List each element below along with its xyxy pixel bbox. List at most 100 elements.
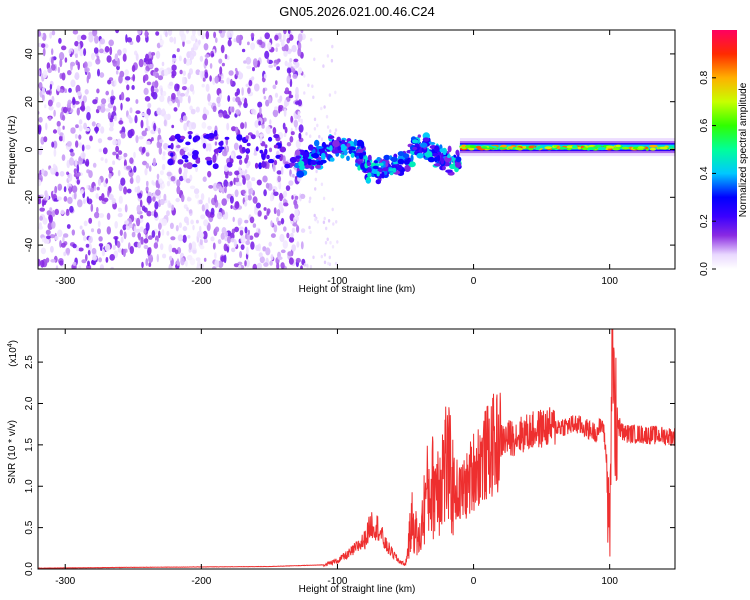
spectrogram-signal-cell	[268, 136, 273, 142]
spectrogram-noise-cell	[51, 141, 55, 148]
spectrogram-noise-cell	[86, 196, 90, 204]
spectrogram-noise-cell	[195, 165, 198, 173]
spectrogram-noise-cell	[200, 193, 205, 201]
spectrogram-noise-cell	[83, 199, 86, 204]
spectrogram-x-tick-label: -200	[191, 276, 211, 287]
spectrogram-noise-cell	[213, 31, 217, 39]
spectrogram-noise-cell	[137, 241, 142, 249]
spectrogram-noise-cell	[236, 35, 241, 43]
spectrogram-noise-cell	[313, 57, 316, 62]
spectrogram-noise-cell	[44, 190, 48, 197]
spectrogram-noise-cell	[189, 185, 196, 190]
spectrogram-noise-cell	[86, 185, 89, 189]
spectrogram-noise-cell	[232, 216, 235, 223]
spectrogram-noise-cell	[259, 256, 265, 264]
spectrogram-noise-cell	[227, 235, 231, 244]
spectrogram-noise-cell	[275, 47, 278, 52]
spectrogram-noise-cell	[187, 95, 191, 104]
spectrogram-noise-cell	[82, 95, 88, 103]
spectrogram-noise-cell	[204, 54, 210, 58]
spectrogram-noise-cell	[297, 47, 302, 57]
spectrogram-signal-cell	[275, 154, 282, 159]
spectrogram-noise-cell	[335, 220, 338, 224]
spectrogram-noise-cell	[135, 53, 139, 61]
spectrogram-noise-cell	[235, 70, 239, 76]
spectrogram-signal-cell	[372, 165, 379, 170]
spectrogram-noise-cell	[280, 39, 285, 47]
spectrogram-noise-cell	[115, 70, 119, 75]
spectrogram-noise-cell	[157, 127, 161, 135]
spectrogram-noise-cell	[250, 32, 255, 38]
snr-x-tick-label: 100	[601, 576, 618, 587]
spectrogram-noise-cell	[85, 254, 88, 262]
spectrogram-noise-cell	[297, 99, 303, 107]
spectrogram-signal-cell	[207, 132, 215, 139]
spectrogram-noise-cell	[263, 73, 267, 79]
spectrogram-noise-cell	[277, 175, 282, 183]
spectrogram-noise-cell	[242, 176, 246, 185]
spectrogram-noise-cell	[41, 43, 46, 48]
colorbar-label: Normalized spectral amplitude	[738, 82, 749, 217]
spectrogram-noise-cell	[256, 262, 262, 269]
spectrogram-noise-cell	[125, 97, 131, 102]
spectrogram-noise-cell	[196, 231, 202, 238]
spectrogram-noise-cell	[334, 128, 338, 132]
colorbar: 0.0 0.2 0.4 0.6 0.8 Normalized spectral ampl…	[699, 30, 749, 276]
spectrogram-noise-cell	[183, 122, 188, 132]
spectrogram-noise-cell	[120, 236, 124, 243]
spectrogram-signal-cell	[261, 153, 266, 161]
spectrogram-noise-cell	[56, 85, 61, 92]
spectrogram-noise-cell	[104, 46, 110, 53]
spectrogram-signal-cell	[188, 134, 192, 140]
spectrogram-noise-cell	[78, 265, 82, 269]
spectrogram-noise-cell	[210, 207, 215, 215]
spectrogram-noise-cell	[221, 30, 226, 34]
spectrogram-noise-cell	[112, 160, 116, 165]
spectrogram-noise-cell	[135, 228, 141, 234]
spectrogram-noise-cell	[264, 50, 270, 60]
spectrogram-signal-cell	[177, 159, 184, 165]
spectrogram-noise-cell	[163, 114, 169, 121]
spectrogram-noise-cell	[211, 53, 215, 57]
spectrogram-noise-cell	[258, 252, 263, 258]
spectrogram-signal-cell	[320, 160, 324, 166]
spectrogram-noise-cell	[238, 226, 244, 231]
spectrogram-noise-cell	[38, 225, 43, 230]
spectrogram-noise-cell	[248, 187, 252, 196]
spectrogram-noise-cell	[244, 260, 247, 267]
spectrogram-noise-cell	[133, 225, 137, 234]
spectrogram-signal-cell	[303, 151, 310, 159]
spectrogram-signal-cell	[273, 144, 279, 149]
spectrogram-noise-cell	[268, 241, 272, 247]
spectrogram-noise-cell	[111, 89, 114, 97]
spectrogram-noise-cell	[86, 61, 93, 68]
spectrogram-noise-cell	[92, 30, 98, 37]
spectrogram-noise-cell	[215, 37, 218, 43]
spectrogram-noise-cell	[226, 77, 231, 85]
spectrogram-noise-cell	[170, 176, 176, 182]
spectrogram-noise-cell	[97, 68, 100, 77]
spectrogram-noise-cell	[192, 30, 196, 36]
spectrogram-signal-cell	[350, 152, 355, 158]
spectrogram-noise-cell	[75, 124, 79, 129]
spectrogram-noise-cell	[91, 121, 96, 127]
spectrogram-noise-cell	[48, 105, 54, 111]
spectrogram-noise-cell	[222, 110, 228, 119]
spectrogram-noise-cell	[59, 171, 65, 177]
spectrogram-noise-cell	[244, 121, 247, 129]
spectrogram-noise-cell	[116, 65, 120, 71]
spectrogram-noise-cell	[137, 192, 143, 199]
spectrogram-noise-cell	[247, 194, 252, 201]
spectrogram-tone-cell	[537, 145, 543, 149]
spectrogram-noise-cell	[76, 164, 80, 173]
spectrogram-noise-cell	[92, 162, 97, 168]
spectrogram-noise-cell	[74, 72, 80, 81]
spectrogram-noise-cell	[98, 243, 104, 247]
spectrogram-y-ticks: -40 -20 0 20 40	[24, 48, 675, 252]
spectrogram-noise-cell	[288, 236, 295, 243]
spectrogram-noise-cell	[190, 34, 196, 42]
spectrogram-noise-cell	[101, 249, 105, 257]
spectrogram-noise-cell	[263, 189, 267, 197]
spectrogram-noise-cell	[69, 157, 74, 166]
spectrogram-noise-cell	[163, 119, 167, 127]
